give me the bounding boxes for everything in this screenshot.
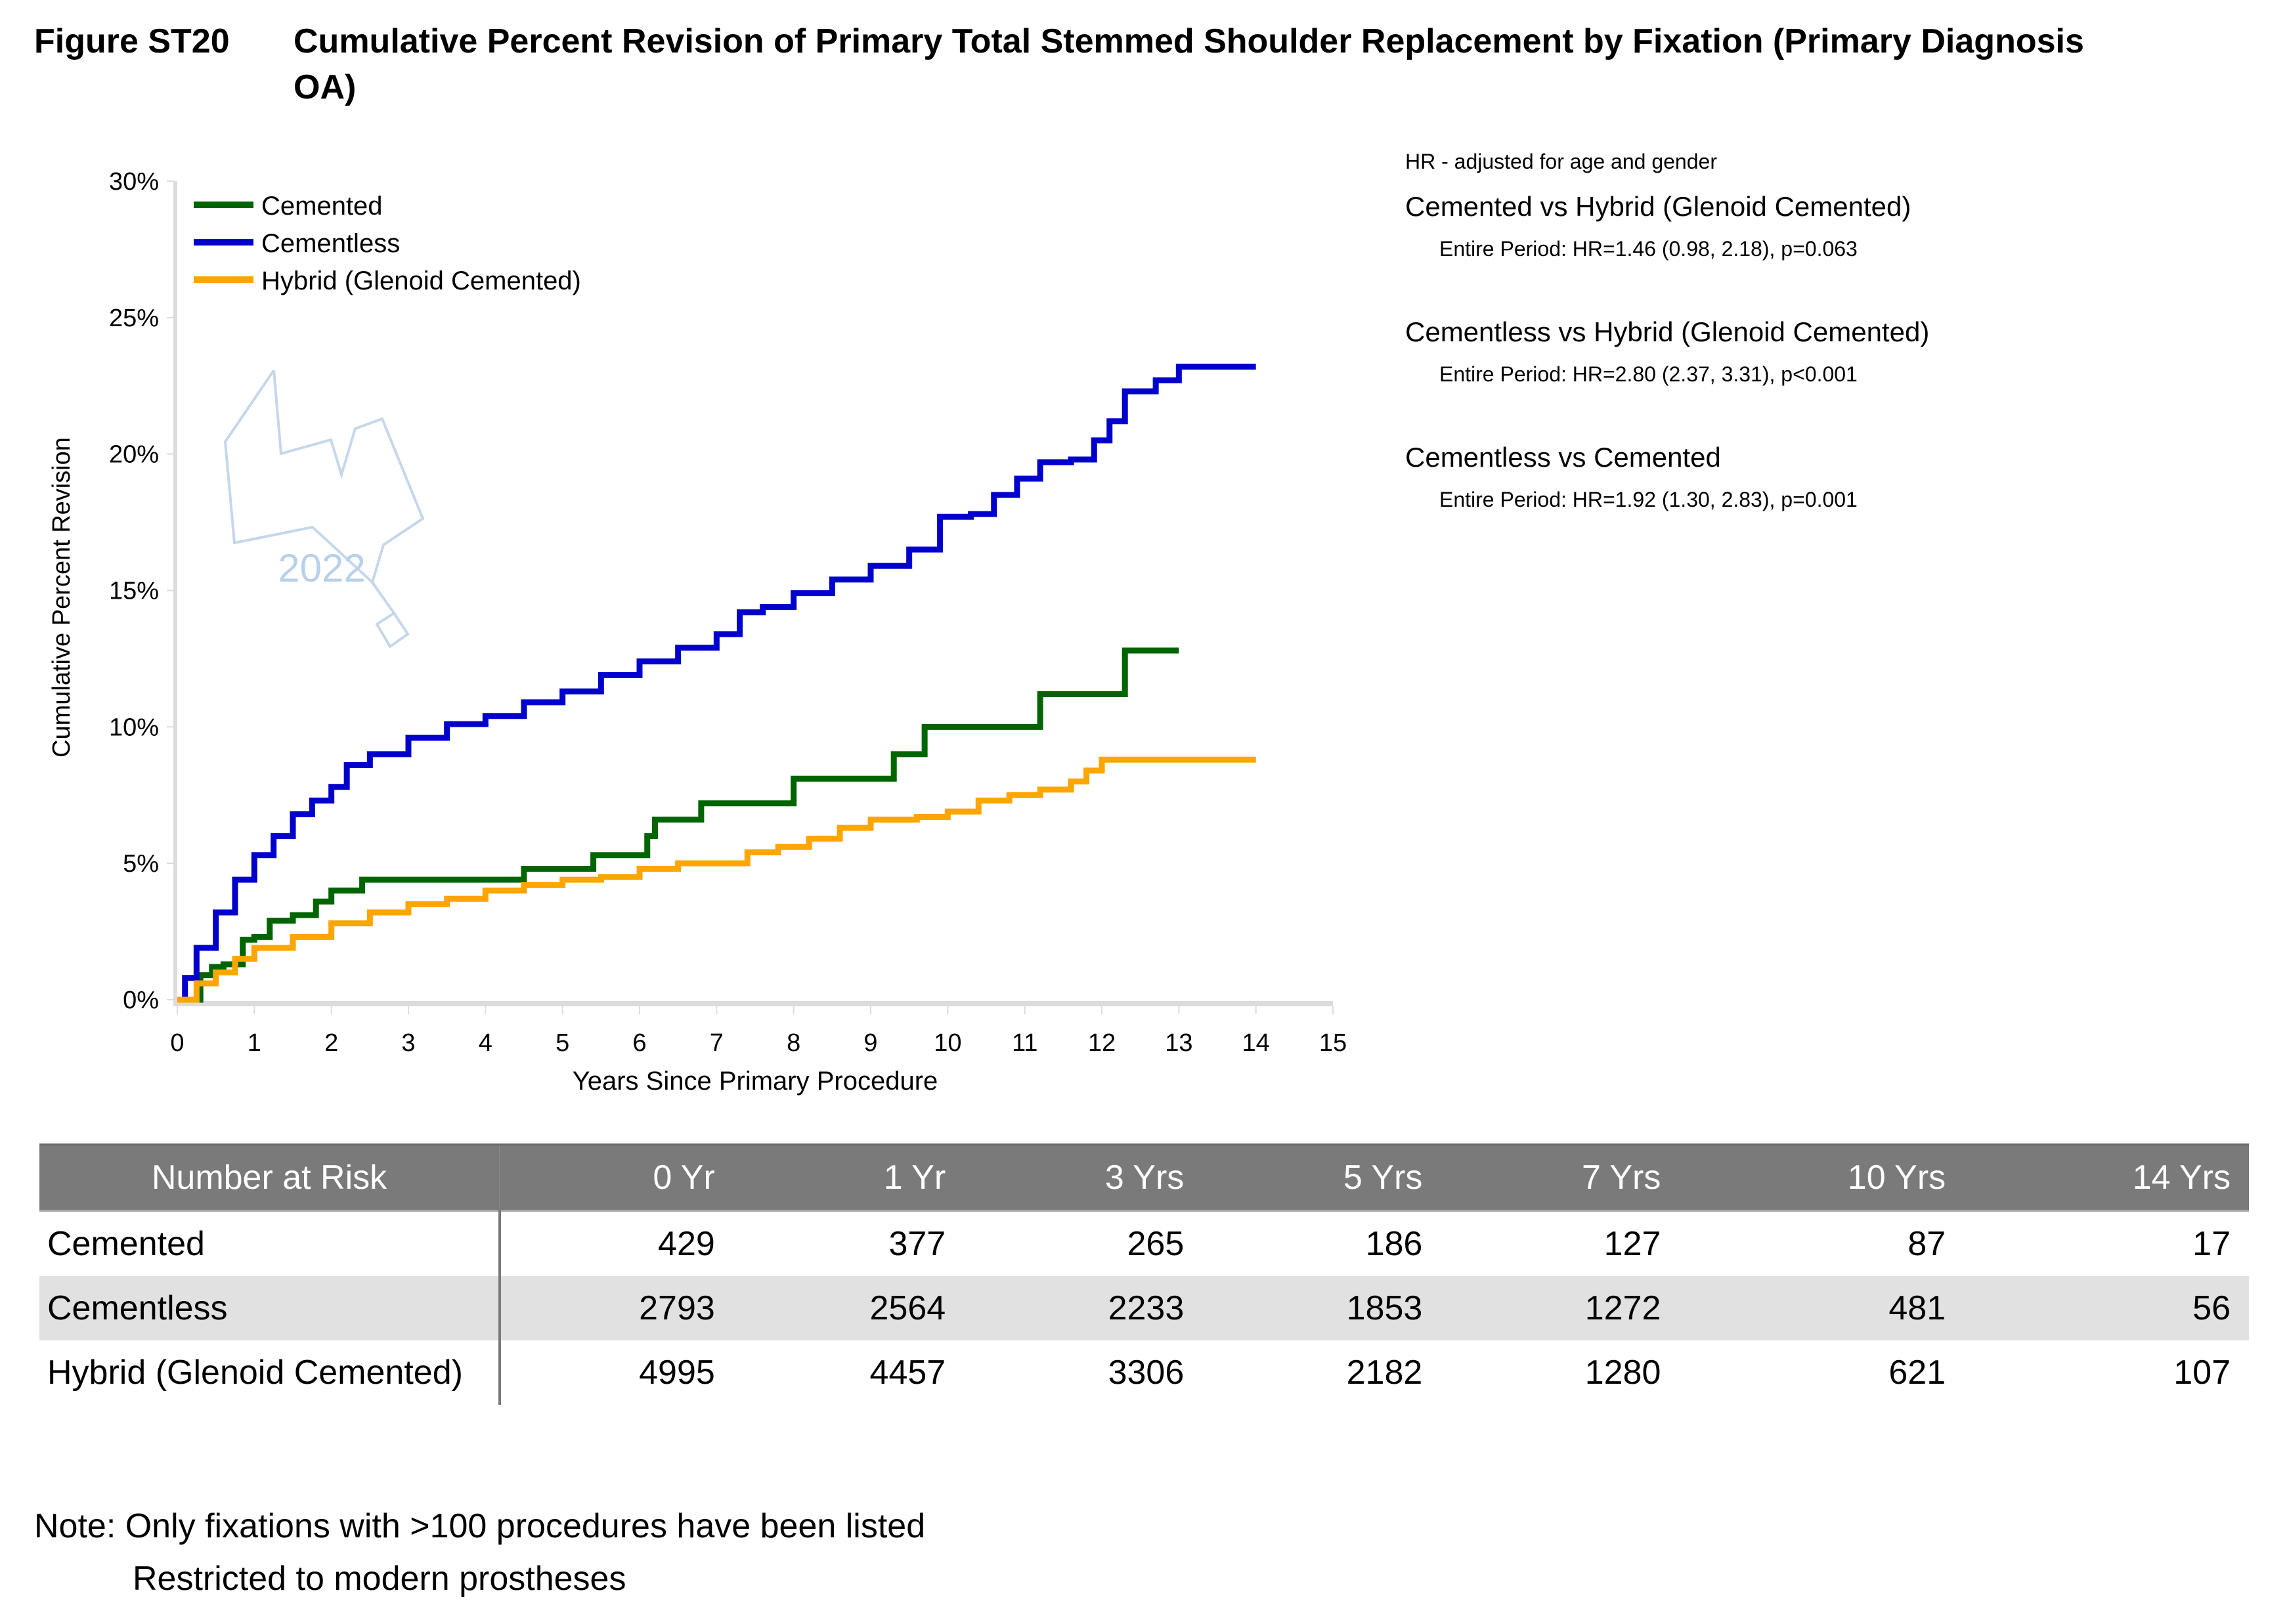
risk-cell: 2793 — [499, 1276, 733, 1340]
figure-number: Figure ST20 — [34, 22, 230, 60]
risk-cell: 1280 — [1584, 1354, 1661, 1392]
risk-header-cell: 1 Yr — [733, 1143, 965, 1212]
x-tick-label: 12 — [1088, 1029, 1116, 1057]
risk-cell: 4457 — [869, 1354, 946, 1392]
legend-label: Cementless — [261, 229, 400, 258]
footnote-line: Restricted to modern prostheses — [133, 1560, 626, 1598]
x-tick-label: 7 — [710, 1029, 724, 1057]
risk-cell: 2564 — [733, 1276, 965, 1340]
x-tick-label: 8 — [787, 1029, 800, 1057]
risk-cell: 2182 — [1346, 1354, 1423, 1392]
risk-header-cell: 0 Yr — [499, 1143, 733, 1212]
risk-header-cell: 3 Yrs — [964, 1143, 1203, 1212]
series-line-cemented — [177, 647, 1179, 1003]
risk-cell: 1272 — [1441, 1276, 1680, 1340]
x-tick-label: 10 — [934, 1029, 961, 1057]
y-tick-label: 15% — [109, 578, 159, 605]
y-tick-label: 30% — [109, 168, 159, 196]
x-tick-label: 6 — [632, 1029, 646, 1057]
x-tick-label: 11 — [1012, 1029, 1037, 1057]
australia-watermark-icon — [223, 369, 425, 649]
risk-cell: 4995 — [639, 1354, 715, 1392]
hr-comparison-label: Cementless vs Cemented — [1405, 442, 1721, 473]
x-axis-label: Years Since Primary Procedure — [573, 1067, 938, 1096]
risk-row-label: Hybrid (Glenoid Cemented) — [39, 1340, 501, 1405]
footnote-line: Note: Only fixations with >100 procedure… — [34, 1507, 926, 1545]
hr-comparison-value: Entire Period: HR=2.80 (2.37, 3.31), p<0… — [1439, 362, 1858, 386]
risk-cell: 265 — [1127, 1225, 1185, 1263]
y-tick-label: 5% — [123, 850, 159, 878]
number-at-risk-table: Number at Risk 0 Yr 1 Yr 3 Yrs 5 Yrs 7 Y… — [39, 1143, 2249, 1405]
x-tick-label: 0 — [170, 1029, 184, 1057]
risk-table-row: Cementless 2793 2564 2233 1853 1272 481 … — [39, 1276, 2249, 1340]
risk-cell: 56 — [1964, 1276, 2249, 1340]
y-tick-label: 0% — [123, 987, 159, 1014]
risk-cell: 17 — [2192, 1225, 2231, 1263]
hr-comparison-value: Entire Period: HR=1.46 (0.98, 2.18), p=0… — [1439, 237, 1858, 261]
legend-label: Cemented — [261, 192, 383, 221]
legend-label: Hybrid (Glenoid Cemented) — [261, 267, 581, 295]
hazard-ratio-panel: HR - adjusted for age and gender Cemente… — [1405, 150, 2259, 567]
x-tick-label: 4 — [479, 1029, 492, 1057]
x-tick-label: 13 — [1165, 1029, 1192, 1057]
x-tick-label: 9 — [863, 1029, 877, 1057]
y-tick-label: 10% — [109, 714, 159, 741]
risk-table-row: Cemented 429 377 265 186 127 87 17 — [39, 1210, 2249, 1276]
risk-row-label: Cemented — [39, 1210, 501, 1276]
risk-cell: 3306 — [1108, 1354, 1185, 1392]
risk-header-cell: 7 Yrs — [1441, 1143, 1680, 1212]
risk-cell: 87 — [1907, 1225, 1946, 1263]
x-tick-label: 14 — [1242, 1029, 1270, 1057]
cumulative-revision-chart: 2022 0%5%10%15%20%25%30%0 1 2 3 4 5 6 7 8 9 10 11 12… — [48, 168, 1347, 1096]
risk-cell: 429 — [658, 1225, 715, 1263]
footnote: Note: Only fixations with >100 procedure… — [34, 1500, 925, 1605]
figure-caption: Cumulative Percent Revision of Primary T… — [294, 22, 2084, 106]
risk-header-cell: 10 Yrs — [1679, 1143, 1965, 1212]
risk-row-label: Cementless — [39, 1276, 501, 1340]
series-line-hybrid-glenoid-cemented — [177, 756, 1256, 1003]
risk-cell: 127 — [1603, 1225, 1661, 1263]
hr-comparison-label: Cemented vs Hybrid (Glenoid Cemented) — [1405, 191, 1911, 222]
x-tick-label: 1 — [248, 1029, 261, 1057]
x-tick-label: 2 — [324, 1029, 338, 1057]
y-axis-label: Cumulative Percent Revision — [48, 437, 76, 758]
x-tick-label: 15 — [1319, 1029, 1347, 1057]
risk-cell: 1853 — [1202, 1276, 1441, 1340]
y-tick-label: 25% — [109, 305, 159, 332]
watermark-year: 2022 — [278, 546, 365, 590]
series-line-cementless — [177, 364, 1256, 1003]
risk-cell: 377 — [888, 1225, 946, 1263]
hr-comparison-label: Cementless vs Hybrid (Glenoid Cemented) — [1405, 316, 1930, 347]
risk-table-header: Number at Risk 0 Yr 1 Yr 3 Yrs 5 Yrs 7 Y… — [39, 1143, 2249, 1212]
risk-header-cell: 5 Yrs — [1202, 1143, 1441, 1212]
hr-note: HR - adjusted for age and gender — [1405, 150, 1717, 173]
risk-cell: 481 — [1679, 1276, 1965, 1340]
risk-cell: 621 — [1888, 1354, 1946, 1392]
risk-header-cell: 14 Yrs — [1964, 1143, 2249, 1212]
risk-cell: 2233 — [964, 1276, 1203, 1340]
risk-cell: 186 — [1365, 1225, 1423, 1263]
x-tick-label: 3 — [401, 1029, 415, 1057]
risk-table-row: Hybrid (Glenoid Cemented) 4995 4457 3306… — [39, 1340, 2249, 1405]
risk-cell: 107 — [2173, 1354, 2231, 1392]
hr-comparison-value: Entire Period: HR=1.92 (1.30, 2.83), p=0… — [1439, 488, 1858, 511]
y-tick-label: 20% — [109, 441, 159, 469]
risk-header-cell: Number at Risk — [39, 1143, 500, 1212]
x-tick-label: 5 — [556, 1029, 569, 1057]
